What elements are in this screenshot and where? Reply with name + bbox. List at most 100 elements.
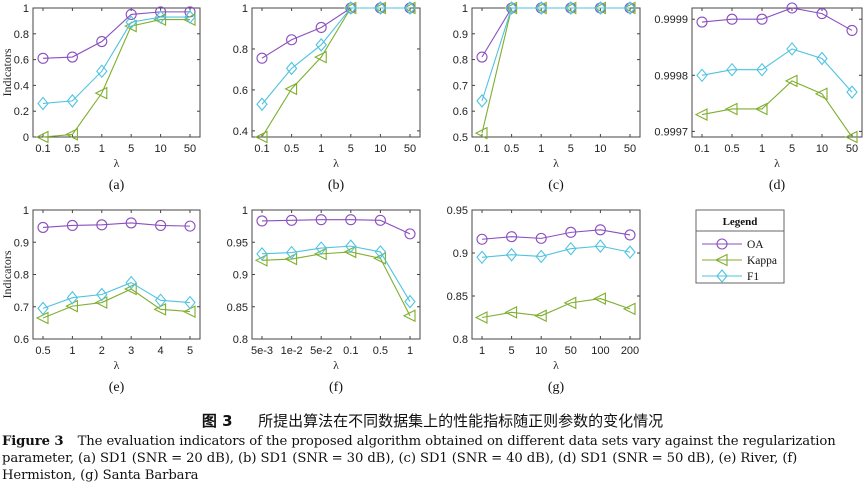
data-point (184, 295, 196, 310)
y-tick-label: 0.9 (453, 29, 468, 41)
panel-label: (b) (328, 178, 345, 193)
data-point (154, 293, 167, 308)
data-point (254, 253, 268, 267)
data-point (96, 35, 108, 48)
data-point (404, 228, 416, 240)
data-point (696, 16, 708, 28)
data-point (756, 62, 768, 77)
axes-box (32, 209, 201, 340)
data-point (594, 224, 606, 236)
y-tick-label: 0.9997 (654, 126, 688, 138)
data-point (476, 250, 488, 265)
series-kappa (35, 13, 196, 144)
data-point (256, 97, 268, 112)
data-point (694, 108, 708, 121)
y-tick-label: 1 (23, 3, 29, 15)
data-point (96, 287, 108, 302)
x-tick-label: 1 (69, 345, 75, 357)
data-point (622, 302, 636, 316)
series-f1 (696, 42, 858, 99)
x-tick-label: 1 (538, 143, 544, 155)
y-tick-label: 0.7 (14, 302, 29, 314)
y-tick-label: 0.5 (453, 132, 468, 144)
x-tick-label: 0.1 (694, 143, 709, 155)
x-tick-label: 1 (318, 143, 324, 155)
x-axis-label: λ (333, 156, 339, 170)
x-tick-label: 5 (348, 143, 354, 155)
legend-marker-icon (716, 269, 728, 283)
series-f1 (476, 1, 636, 108)
subplot-c: 0.5 0.6 0.7 0.8 0.9 1 0.1 0.5 1 5 10 50 λ (c) (453, 1, 641, 193)
data-point (254, 130, 268, 144)
x-tick-label: 0.1 (35, 143, 50, 155)
data-point (476, 51, 488, 63)
x-tick-label: 50 (624, 143, 636, 155)
data-point (754, 102, 768, 116)
data-point (816, 8, 828, 20)
data-point (313, 247, 327, 261)
series-kappa (694, 74, 858, 144)
data-point (535, 1, 547, 15)
data-point (37, 96, 49, 111)
y-tick-label: 1 (462, 3, 468, 15)
data-point (786, 42, 798, 56)
x-tick-label: 5 (568, 143, 574, 155)
legend-entry-kappa: Kappa (702, 253, 777, 267)
data-point (37, 221, 49, 233)
x-tick-label: 5 (789, 143, 795, 155)
y-tick-label: 0.7 (453, 80, 468, 92)
data-point (345, 214, 357, 226)
y-tick-label: 0.6 (14, 334, 29, 346)
subplot-d: 0.9997 0.9998 0.9999 0.1 0.5 1 5 10 50 λ (d) (654, 2, 863, 193)
subplot-b: 0.4 0.6 0.8 1 0.1 0.5 1 5 10 50 λ (b) (233, 1, 421, 193)
y-tick-label: 0.8 (453, 334, 468, 346)
x-tick-label: 5 (128, 143, 134, 155)
axes-box (471, 209, 641, 340)
y-tick-label: 1 (242, 205, 248, 217)
x-tick-label: 10 (594, 143, 606, 155)
data-point (284, 82, 298, 96)
y-tick-label: 0.9998 (654, 70, 688, 82)
data-point (696, 68, 708, 83)
series-f1 (256, 1, 416, 112)
data-point (404, 294, 416, 309)
data-point (374, 1, 387, 15)
x-tick-label: 2 (99, 345, 105, 357)
panel-label: (a) (109, 178, 125, 193)
axes-box (691, 7, 863, 138)
axes-box (251, 209, 421, 340)
x-tick-label: 0.5 (373, 345, 388, 357)
data-point (154, 10, 167, 24)
y-tick-label: 0 (23, 132, 29, 144)
caption-cn-label: 图 3 (201, 412, 233, 430)
data-point (184, 10, 196, 24)
data-point (786, 2, 798, 14)
data-point (565, 241, 577, 256)
data-point (814, 87, 828, 101)
legend-marker-icon (714, 253, 728, 267)
data-point (535, 232, 547, 244)
legend-label: Kappa (747, 255, 777, 267)
data-point (844, 130, 858, 144)
y-tick-label: 0.9 (14, 237, 29, 249)
axes-box (251, 7, 421, 138)
data-point (476, 233, 488, 245)
x-axis-label: λ (114, 156, 120, 170)
data-point (125, 8, 137, 20)
y-tick-label: 0.95 (447, 205, 468, 217)
data-point (474, 311, 488, 324)
data-point (846, 85, 858, 99)
series-oa (37, 6, 196, 64)
data-point (96, 219, 108, 231)
x-tick-label: 200 (621, 345, 639, 357)
data-point (565, 226, 577, 238)
x-tick-label: 0.5 (35, 345, 50, 357)
data-point (563, 296, 577, 310)
y-tick-label: 0.8 (233, 44, 248, 56)
data-point (66, 51, 78, 63)
x-tick-label: 0.1 (254, 143, 269, 155)
series-f1 (37, 10, 196, 111)
data-point (96, 64, 108, 79)
y-axis-label: Indicators (0, 250, 14, 298)
data-point (373, 251, 386, 265)
